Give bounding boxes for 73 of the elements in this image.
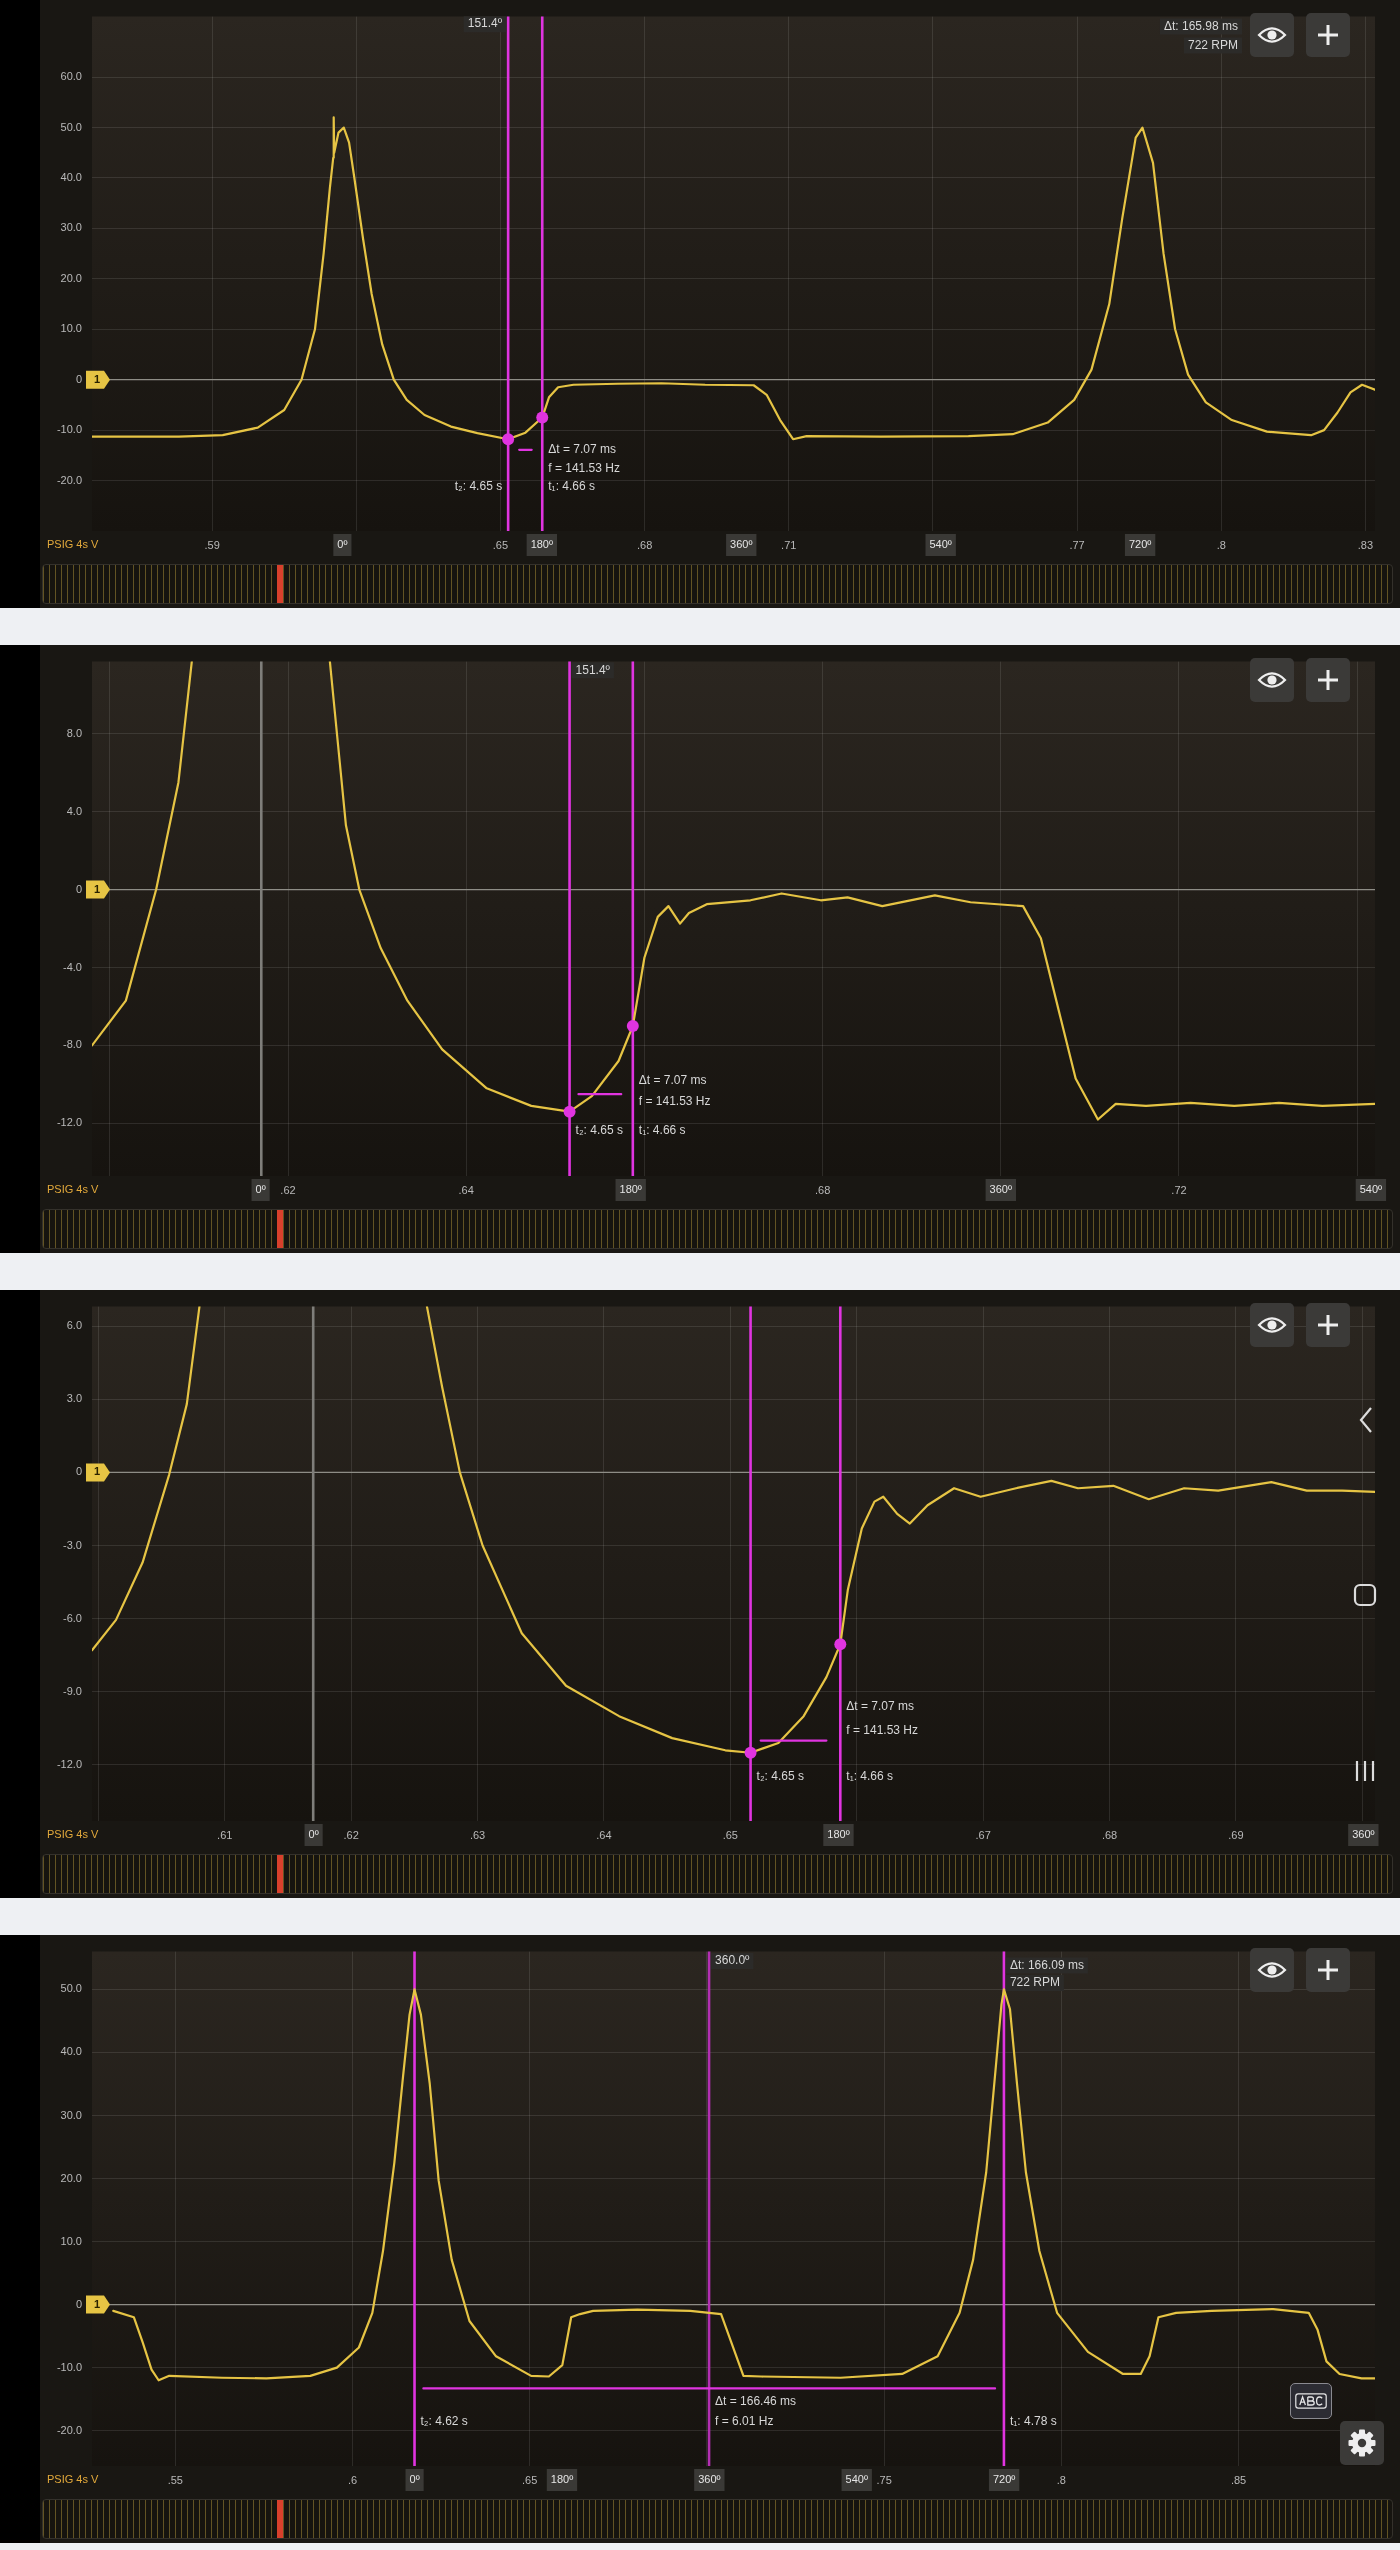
annotation: 360.0º [715,1953,751,1968]
annotation: t₂: 4.65 s [756,1769,804,1784]
y-tick-label: 40.0 [60,2045,82,2058]
annotation: f = 141.53 Hz [638,1094,711,1109]
y-tick-label: 30.0 [60,2108,82,2121]
x2-tick-label: 540º [1359,1183,1383,1196]
y-tick-label: 20.0 [60,2171,82,2184]
x2-tick-label: 180º [827,1828,850,1841]
x-tick-label: .64 [458,1183,474,1196]
y-tick-label: 50.0 [60,1982,82,1995]
annotation: 722 RPM [1009,1975,1060,1990]
y-tick-label: -8.0 [63,1038,82,1051]
x2-tick-label: 0º [255,1183,266,1196]
y-tick-label: 0 [75,1465,82,1478]
annotation: t₁: 4.66 s [846,1769,894,1784]
x2-tick-label: 180º [550,2473,574,2486]
annotation: Δt = 7.07 ms [846,1698,915,1713]
annotation: t₁: 4.66 s [638,1123,686,1138]
x2-tick-label: 360º [698,2473,721,2486]
y-axis-title: PSIG 4s V [47,1183,100,1196]
annotation: Δt: 166.09 ms [1009,1957,1084,1972]
x-tick-label: .62 [343,1828,359,1841]
y-tick-label: -10.0 [56,2360,82,2373]
y-tick-label: -12.0 [56,1757,82,1770]
y-axis-title: PSIG 4s V [47,2473,100,2486]
x-tick-label: .62 [280,1183,296,1196]
x-tick-label: .64 [596,1828,612,1841]
y-tick-label: -20.0 [56,2423,82,2436]
x-tick-label: .65 [722,1828,738,1841]
x-tick-label: .67 [975,1828,991,1841]
y-tick-label: -3.0 [63,1538,82,1551]
x-tick-label: .61 [217,1828,233,1841]
x-tick-label: .6 [347,2473,358,2486]
annotation: f = 6.01 Hz [715,2414,774,2429]
x-tick-label: .69 [1228,1828,1244,1841]
x-tick-label: .63 [469,1828,486,1841]
annotation: 151.4º [575,662,611,677]
y-tick-label: -12.0 [56,1116,82,1129]
annotation: Δt = 166.46 ms [715,2394,797,2409]
y-tick-label: -9.0 [63,1684,82,1697]
annotation: t₂: 4.62 s [420,2414,468,2429]
x2-tick-label: 180º [619,1183,642,1196]
x-tick-label: .68 [1101,1828,1118,1841]
y-tick-label: 4.0 [66,804,82,817]
x-tick-label: .72 [1171,1183,1187,1196]
y-tick-label: 8.0 [66,726,82,739]
y-tick-label: -4.0 [63,960,82,973]
x-tick-label: .85 [1230,2473,1247,2486]
y-axis-title: PSIG 4s V [47,1828,100,1841]
x-tick-label: .8 [1056,2473,1066,2486]
y-tick-label: 6.0 [66,1319,82,1332]
x-tick-label: .55 [167,2473,183,2486]
x2-tick-label: 540º [845,2473,868,2486]
x2-tick-label: 0º [308,1828,319,1841]
x2-tick-label: 0º [409,2473,420,2486]
y-tick-label: -6.0 [63,1611,82,1624]
text: 1 [93,1465,101,1478]
x-tick-label: .65 [522,2473,538,2486]
y-tick-label: 0 [75,882,82,895]
y-tick-label: 3.0 [66,1392,82,1405]
y-tick-label: 0 [75,2297,82,2310]
series-label: 1 [93,2297,101,2310]
x-tick-label: .75 [876,2473,892,2486]
x-tick-label: .68 [814,1183,831,1196]
annotation: t₂: 4.65 s [575,1123,623,1138]
y-tick-label: 10.0 [60,2234,82,2247]
annotation: f = 141.53 Hz [846,1723,919,1738]
x2-tick-label: 360º [1352,1828,1375,1841]
annotation: Δt = 7.07 ms [638,1072,707,1087]
x2-tick-label: 360º [989,1183,1012,1196]
x2-tick-label: 720º [992,2473,1016,2486]
annotation: t₁: 4.78 s [1009,2414,1057,2429]
text: 1 [93,882,101,895]
